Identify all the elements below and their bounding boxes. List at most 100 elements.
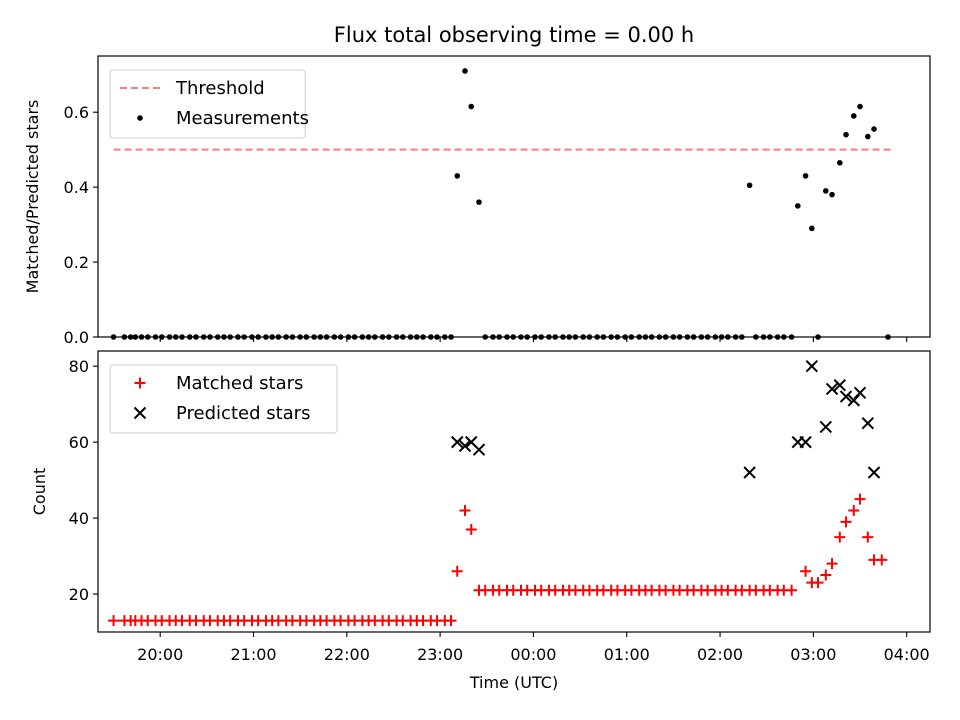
data-point xyxy=(249,334,255,340)
data-point xyxy=(812,577,824,589)
data-point xyxy=(214,334,221,340)
data-point xyxy=(428,334,434,340)
data-point xyxy=(795,203,801,209)
data-point xyxy=(186,334,193,340)
data-point xyxy=(297,334,303,340)
data-point xyxy=(138,334,145,340)
data-point xyxy=(739,334,745,340)
data-point xyxy=(482,334,489,340)
data-point xyxy=(809,225,815,232)
data-point xyxy=(676,334,683,340)
data-point xyxy=(580,334,587,340)
data-point xyxy=(462,68,468,74)
data-point xyxy=(746,182,753,189)
data-point xyxy=(465,523,477,535)
data-point xyxy=(459,504,471,516)
y-tick-label: 0.2 xyxy=(64,253,89,272)
data-point xyxy=(628,334,635,340)
data-point xyxy=(843,131,849,138)
data-point xyxy=(839,390,853,403)
y-tick-label: 60 xyxy=(69,433,89,452)
data-point xyxy=(407,334,414,340)
data-point xyxy=(848,504,860,516)
legend-label: Measurements xyxy=(176,108,309,129)
data-point xyxy=(372,334,378,340)
data-point xyxy=(158,334,165,340)
data-point xyxy=(788,334,795,340)
data-point xyxy=(854,493,866,505)
axes-frame xyxy=(97,350,931,633)
data-point xyxy=(608,334,614,340)
data-point xyxy=(546,334,552,340)
y-tick-label: 80 xyxy=(69,357,89,376)
data-point xyxy=(221,334,227,340)
legend-label: Matched stars xyxy=(176,373,303,394)
data-point xyxy=(207,334,213,340)
data-point xyxy=(861,416,875,430)
data-point xyxy=(670,334,677,340)
data-point xyxy=(504,334,510,340)
data-point xyxy=(552,334,559,340)
data-point xyxy=(152,334,159,340)
data-point xyxy=(774,334,781,340)
chart-title: Flux total observing time = 0.00 h xyxy=(334,23,694,47)
data-point xyxy=(311,334,317,340)
data-point xyxy=(636,334,642,340)
data-point xyxy=(235,334,241,340)
data-point xyxy=(823,188,829,194)
data-point xyxy=(241,334,247,340)
x-tick-label: 02:00 xyxy=(697,645,743,664)
data-point xyxy=(458,439,472,453)
x-axis-label: Time (UTC) xyxy=(469,673,558,692)
series-measurements xyxy=(110,68,891,340)
legend-box xyxy=(109,364,338,434)
data-point xyxy=(850,113,857,119)
data-point xyxy=(317,334,324,340)
data-point xyxy=(269,334,275,340)
data-point xyxy=(743,466,756,479)
data-point xyxy=(622,334,628,340)
data-point xyxy=(819,420,833,434)
data-point xyxy=(263,334,269,340)
legend-swatch xyxy=(137,115,143,121)
data-point xyxy=(642,334,649,340)
x-tick-label: 21:00 xyxy=(230,645,276,664)
data-point xyxy=(572,334,579,340)
data-point xyxy=(193,334,199,340)
top-axes: 0.0 0.2 0.4 0.6 Matched/Predicted stars Thres… xyxy=(23,55,931,347)
data-point xyxy=(127,334,134,340)
x-tick-label: 20:00 xyxy=(137,645,183,664)
data-point xyxy=(172,334,179,340)
data-point xyxy=(289,334,296,340)
data-point xyxy=(698,334,705,340)
data-point xyxy=(476,199,482,205)
x-tick-label: 01:00 xyxy=(604,645,650,664)
y-axis-label: Count xyxy=(30,468,49,516)
data-point xyxy=(704,334,711,340)
data-point xyxy=(420,334,426,340)
data-point xyxy=(781,334,787,340)
data-point xyxy=(365,334,372,340)
y-tick-label: 0.4 xyxy=(64,178,89,197)
data-point xyxy=(451,435,464,449)
data-point xyxy=(110,334,117,340)
data-point xyxy=(108,615,120,627)
y-tick-label: 20 xyxy=(69,585,89,604)
y-axis-label: Matched/Predicted stars xyxy=(23,100,42,294)
data-point xyxy=(662,334,669,340)
data-point xyxy=(718,334,725,340)
data-point xyxy=(132,334,139,340)
data-point xyxy=(490,334,496,340)
data-point xyxy=(393,334,400,340)
data-point xyxy=(805,359,819,373)
legend-swatch xyxy=(134,377,146,389)
y-tick-label: 0.6 xyxy=(64,103,89,122)
data-point xyxy=(323,334,330,340)
y-tick-label: 0.0 xyxy=(64,328,89,347)
x-tick-label: 03:00 xyxy=(790,645,836,664)
data-point xyxy=(826,558,838,570)
data-point xyxy=(833,378,847,392)
data-point xyxy=(767,334,773,340)
data-point xyxy=(283,334,289,340)
